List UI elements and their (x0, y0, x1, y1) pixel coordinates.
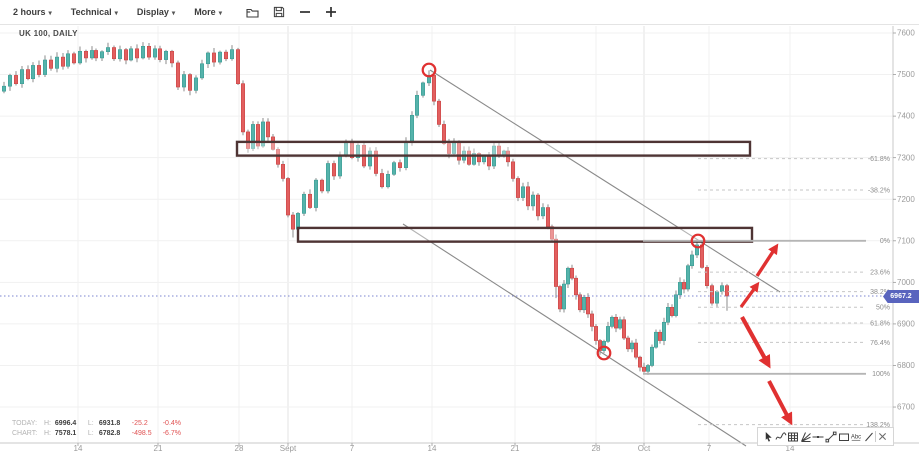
svg-text:7400: 7400 (897, 112, 915, 121)
svg-text:7600: 7600 (897, 29, 915, 38)
svg-text:7100: 7100 (897, 236, 915, 245)
svg-text:Abc: Abc (851, 434, 861, 440)
chart-change: -498.5 (131, 430, 152, 437)
pointer-icon[interactable] (762, 430, 774, 443)
svg-text:50%: 50% (876, 305, 890, 312)
chart-change-pct: -6.7% (162, 430, 182, 437)
menu-technical[interactable]: Technical ▾ (71, 7, 118, 17)
projection-arrows (739, 243, 793, 426)
highlight-circles (421, 62, 706, 361)
timeframe-label: 2 hours (13, 7, 46, 17)
top-toolbar: 2 hours ▾ Technical ▾ Display ▾ More ▾ (0, 0, 919, 25)
today-high: 6996.4 (54, 420, 77, 427)
high-label: H: (43, 430, 51, 437)
svg-text:14: 14 (428, 444, 437, 453)
zoom-out-icon[interactable] (298, 5, 312, 19)
zoom-in-icon[interactable] (324, 5, 338, 19)
svg-text:Oct: Oct (638, 444, 651, 453)
fib-grid-icon[interactable] (787, 430, 799, 443)
curve-icon[interactable] (775, 430, 787, 443)
chevron-down-icon: ▾ (48, 9, 52, 17)
pencil-icon[interactable] (863, 430, 875, 443)
menu-display-label: Display (136, 7, 169, 17)
svg-text:23.6%: 23.6% (870, 270, 890, 277)
today-change-pct: -0.4% (162, 420, 182, 427)
toolbar-divider (875, 431, 877, 442)
symbol-label: UK 100, DAILY (19, 29, 78, 38)
toolbar-icon-group (246, 5, 338, 19)
svg-text:100%: 100% (872, 371, 890, 378)
menu-display[interactable]: Display ▾ (137, 7, 175, 17)
horizontal-line-icon[interactable] (812, 430, 824, 443)
current-price-badge: 6967.2 (883, 290, 919, 303)
candlesticks (1, 42, 729, 375)
svg-text:Sept: Sept (280, 444, 297, 453)
today-change: -25.2 (131, 420, 148, 427)
low-label: L: (87, 420, 94, 427)
svg-text:14: 14 (74, 444, 83, 453)
chart-low: 6782.8 (98, 430, 121, 437)
svg-text:21: 21 (511, 444, 520, 453)
close-icon[interactable] (877, 430, 889, 443)
zone-rectangles (235, 140, 754, 243)
open-folder-icon[interactable] (246, 5, 260, 19)
time-axis-labels: 14 21 28 Sept 7 14 21 28 Oct 7 14 (74, 443, 795, 453)
svg-text:7: 7 (707, 444, 712, 453)
today-stats-row: TODAY: H: 6996.4 L: 6931.8 -25.2 -0.4% (12, 419, 189, 429)
svg-text:14: 14 (786, 444, 795, 453)
low-label: L: (87, 430, 94, 437)
svg-text:6900: 6900 (897, 320, 915, 329)
menu-more-label: More (194, 7, 216, 17)
chevron-down-icon: ▾ (218, 9, 222, 17)
svg-text:28: 28 (235, 444, 244, 453)
trendline-icon[interactable] (825, 430, 837, 443)
svg-text:7: 7 (350, 444, 355, 453)
chevron-down-icon: ▾ (114, 9, 118, 17)
today-low: 6931.8 (98, 420, 121, 427)
price-axis-labels: 7600 7500 7400 7300 7200 7100 7000 6900 6800 6700 (893, 29, 915, 412)
svg-text:61.8%: 61.8% (870, 320, 890, 327)
timeframe-dropdown[interactable]: 2 hours ▾ (13, 7, 52, 17)
svg-text:28: 28 (592, 444, 601, 453)
high-label: H: (43, 420, 51, 427)
chevron-down-icon: ▾ (171, 9, 176, 17)
menu-more[interactable]: More ▾ (194, 7, 222, 17)
today-label: TODAY: (12, 420, 38, 427)
fibonacci-retracement: -61.8% -38.2% 0% 23.6% 38.2% 50% 61.8% 76.4% 100… (643, 156, 890, 429)
menu-technical-label: Technical (70, 7, 112, 17)
trendline-channel (402, 69, 781, 447)
svg-text:-61.8%: -61.8% (868, 156, 890, 163)
drawing-toolbar: Abc (757, 427, 894, 446)
svg-text:7200: 7200 (897, 195, 915, 204)
chart-high: 7578.1 (54, 430, 77, 437)
rectangle-icon[interactable] (838, 430, 850, 443)
chart-stats-row: CHART: H: 7578.1 L: 6782.8 -498.5 -6.7% (12, 429, 189, 439)
save-icon[interactable] (272, 5, 286, 19)
trend-lines-icon[interactable] (800, 430, 812, 443)
svg-text:21: 21 (154, 444, 163, 453)
svg-text:-38.2%: -38.2% (868, 187, 890, 194)
svg-text:38.2%: 38.2% (870, 289, 890, 296)
svg-text:7500: 7500 (897, 70, 915, 79)
chart-label: CHART: (12, 430, 38, 437)
text-icon[interactable]: Abc (850, 430, 862, 443)
svg-text:7000: 7000 (897, 278, 915, 287)
svg-text:7300: 7300 (897, 153, 915, 162)
svg-text:76.4%: 76.4% (870, 340, 890, 347)
svg-text:6800: 6800 (897, 361, 915, 370)
session-stats: TODAY: H: 6996.4 L: 6931.8 -25.2 -0.4% C… (12, 419, 189, 439)
svg-text:0%: 0% (880, 238, 890, 245)
svg-text:6700: 6700 (897, 403, 915, 412)
svg-text:138.2%: 138.2% (866, 422, 890, 429)
